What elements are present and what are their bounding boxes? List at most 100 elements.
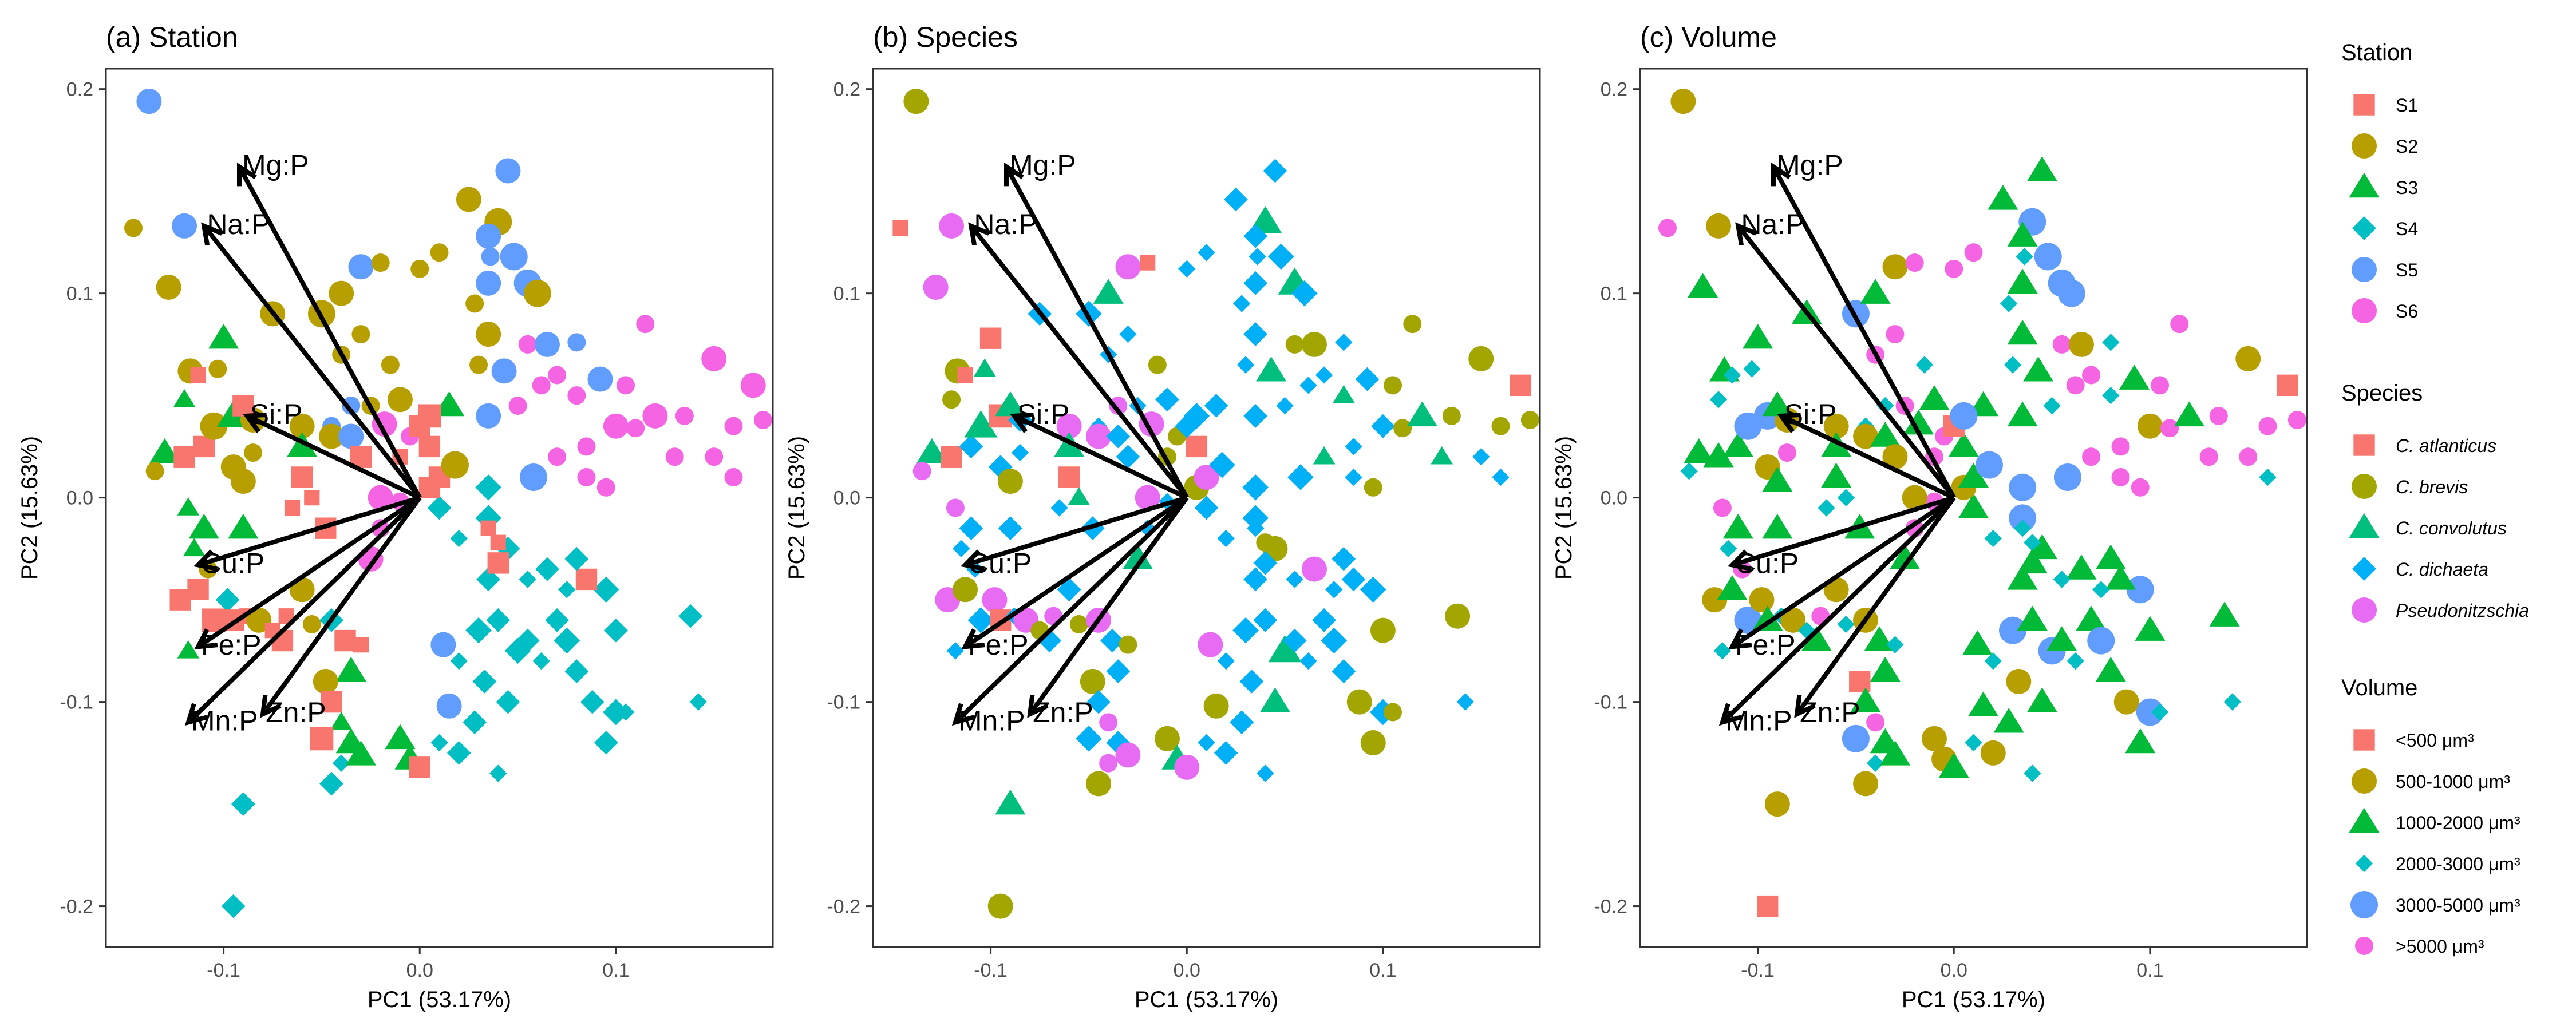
data-point [1312,608,1336,632]
data-point [1752,605,1783,631]
data-point [1345,438,1362,455]
data-point [381,355,400,374]
y-tick-label: 0.2 [833,79,860,101]
loading-label: Mn:P [958,704,1025,736]
data-point [1723,366,1741,384]
data-point [469,355,488,374]
data-point [475,474,501,501]
data-point [603,699,629,726]
data-point [2016,248,2033,266]
data-point [577,437,596,456]
data-point [1246,519,1265,537]
y-tick-label: -0.1 [60,692,93,714]
data-point [1076,726,1102,752]
data-point [532,376,551,395]
data-point [1243,403,1268,428]
data-point [587,366,613,392]
data-point [701,346,727,371]
data-point [430,734,448,752]
data-point [1821,432,1852,457]
legend-label: 3000-5000 μm³ [2396,895,2520,916]
data-point [636,315,655,334]
x-tick-label: 0.1 [2136,960,2163,981]
data-point [592,576,619,603]
data-point [188,513,219,539]
legend-key [2352,597,2377,623]
data-point [2017,605,2048,631]
data-point [1882,254,1908,280]
data-point [1056,413,1082,439]
data-point [1198,632,1223,657]
data-point [1999,616,2027,644]
y-axis-label: PC2 (15.63%) [17,436,42,580]
loading-arrowhead [968,222,990,246]
data-point [202,608,226,632]
data-point [371,253,390,272]
data-point [665,447,684,466]
data-point [1140,255,1156,271]
data-point [1821,462,1852,488]
panel-volume: (c) Volume PC1 (53.17%) PC2 (15.63%) -0.… [1551,21,2308,1012]
data-point [1823,413,1849,439]
data-point [385,724,416,750]
loading-label: Zn:P [1800,696,1860,728]
data-point [329,280,354,306]
data-point [753,411,772,429]
data-point [964,410,998,438]
y-tick-label: 0.1 [1601,283,1627,305]
loading-arrow [260,496,422,716]
x-axis-label: PC1 (53.17%) [1902,987,2045,1012]
data-point [486,608,511,632]
loading-label: Mn:P [1725,704,1792,736]
data-point [487,552,509,574]
loading-label: Na:P [1741,208,1804,240]
data-point [2007,401,2038,427]
data-point [496,690,520,714]
data-point [2095,656,2126,682]
data-point [2024,533,2041,552]
data-point [1403,315,1422,334]
data-point [2199,447,2218,466]
data-point [2006,668,2032,694]
loading-label: Fe:P [968,629,1029,661]
data-point [495,158,521,184]
x-axis-label: PC1 (53.17%) [1135,987,1278,1012]
data-point [1870,422,1901,447]
loading-arrow [237,165,422,499]
data-point [1198,734,1215,752]
data-point [740,373,766,398]
data-point [441,451,469,479]
data-point [892,220,908,236]
data-point [2235,346,2261,371]
y-tick-label: 0.1 [833,283,860,305]
legend-key [2352,216,2376,240]
data-point [348,254,374,280]
loading-arrowhead [1777,412,1801,433]
data-point [1242,505,1269,532]
data-point [1853,771,1879,797]
data-point [1198,244,1215,262]
data-point [2125,728,2156,754]
data-point [1890,544,1921,569]
loading-arrow [246,414,421,500]
data-point [410,259,429,278]
data-point [2000,295,2018,312]
data-point [1093,279,1124,304]
data-point [2046,626,2077,651]
loading-arrowhead [184,703,208,726]
legend-label: C. atlanticus [2396,435,2496,456]
loading-arrowhead [260,694,282,718]
legend-label: Pseudonitzschia [2396,600,2529,621]
data-point [1491,417,1510,435]
legend-key [2353,434,2375,456]
data-point [2053,571,2071,588]
data-point [2111,437,2130,456]
data-point [2087,627,2115,655]
data-point [353,637,369,653]
y-tick-label: 0.0 [66,488,93,509]
data-point [1267,243,1294,270]
data-point [1706,213,1732,239]
data-point [2053,463,2081,491]
data-point [1962,630,1993,655]
data-point [558,581,576,599]
